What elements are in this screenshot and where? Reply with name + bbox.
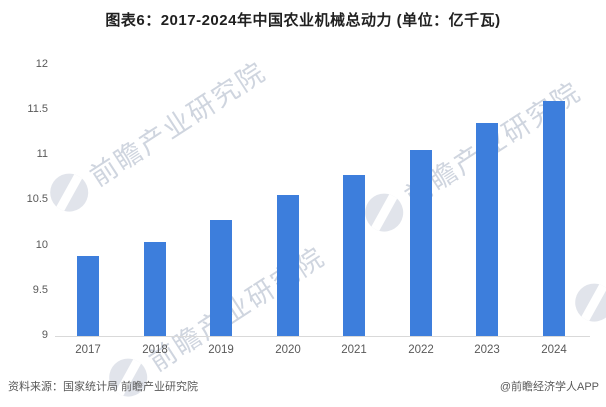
chart-title: 图表6：2017-2024年中国农业机械总动力 (单位：亿千瓦) bbox=[105, 12, 501, 29]
x-tick-label: 2023 bbox=[474, 344, 500, 356]
y-tick-label: 9.5 bbox=[32, 283, 48, 296]
x-tick-label: 2024 bbox=[541, 344, 567, 356]
bar-2019 bbox=[210, 220, 232, 336]
bar-2018 bbox=[144, 242, 166, 336]
y-tick-label: 10.5 bbox=[26, 193, 48, 206]
source-note: 资料来源：国家统计局 前瞻产业研究院 bbox=[8, 381, 199, 393]
x-tick-label: 2019 bbox=[208, 344, 234, 356]
y-tick-label: 11.5 bbox=[27, 102, 48, 115]
y-tick-label: 10 bbox=[35, 238, 48, 251]
y-tick-label: 11 bbox=[36, 148, 48, 160]
x-tick-label: 2021 bbox=[341, 344, 367, 356]
bar-2024 bbox=[543, 101, 565, 336]
y-tick-label: 12 bbox=[35, 57, 48, 70]
bar-2021 bbox=[343, 175, 365, 336]
x-tick-label: 2022 bbox=[408, 344, 434, 356]
credit-note: @前瞻经济学人APP bbox=[499, 381, 599, 393]
y-tick-label: 9 bbox=[41, 329, 48, 341]
x-tick-label: 2018 bbox=[142, 344, 168, 356]
bar-2023 bbox=[476, 123, 498, 336]
x-tick-label: 2017 bbox=[75, 344, 101, 356]
bar-2020 bbox=[277, 195, 299, 336]
x-axis-line bbox=[55, 336, 590, 337]
y-axis-labels: 9 9.5 10 10.5 11 11.5 12 bbox=[0, 0, 49, 407]
bar-2022 bbox=[410, 150, 432, 336]
x-tick-label: 2020 bbox=[275, 344, 301, 356]
bar-2017 bbox=[77, 256, 99, 336]
